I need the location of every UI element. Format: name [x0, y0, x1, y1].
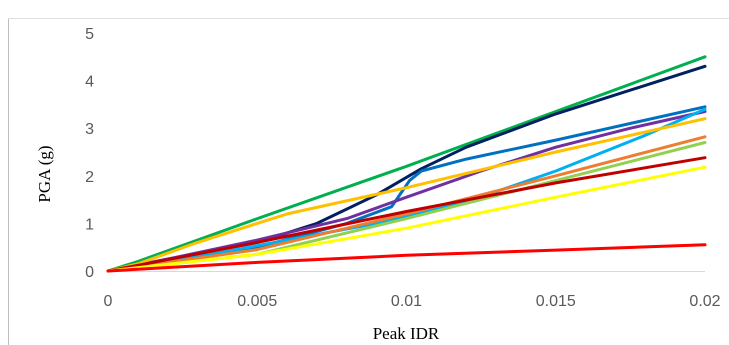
y-tick-label: 5 — [85, 26, 94, 43]
y-tick-label: 3 — [85, 121, 94, 138]
x-axis-title: Peak IDR — [373, 324, 440, 343]
y-tick-label: 2 — [85, 169, 94, 186]
y-tick-labels: 0 1 2 3 4 5 — [85, 26, 94, 281]
series-line-9 — [106, 156, 707, 273]
series-line-10 — [106, 165, 707, 273]
x-tick-label: 0.015 — [536, 293, 576, 310]
x-tick-label: 0.01 — [391, 293, 422, 310]
y-tick-label: 4 — [85, 74, 94, 91]
chart-frame — [8, 18, 729, 345]
x-tick-labels: 0 0.005 0.01 0.015 0.02 — [104, 293, 721, 310]
y-axis-title: PGA (g) — [35, 145, 54, 202]
y-tick-label: 0 — [85, 264, 94, 281]
series-line-5 — [106, 107, 707, 273]
x-tick-label: 0.005 — [237, 293, 277, 310]
series-line-1 — [106, 55, 707, 273]
y-tick-label: 1 — [85, 216, 94, 233]
series-line-7 — [106, 135, 707, 273]
x-tick-label: 0.02 — [689, 293, 720, 310]
series-line-11 — [106, 243, 707, 273]
series-layer — [106, 55, 707, 273]
x-tick-label: 0 — [104, 293, 113, 310]
